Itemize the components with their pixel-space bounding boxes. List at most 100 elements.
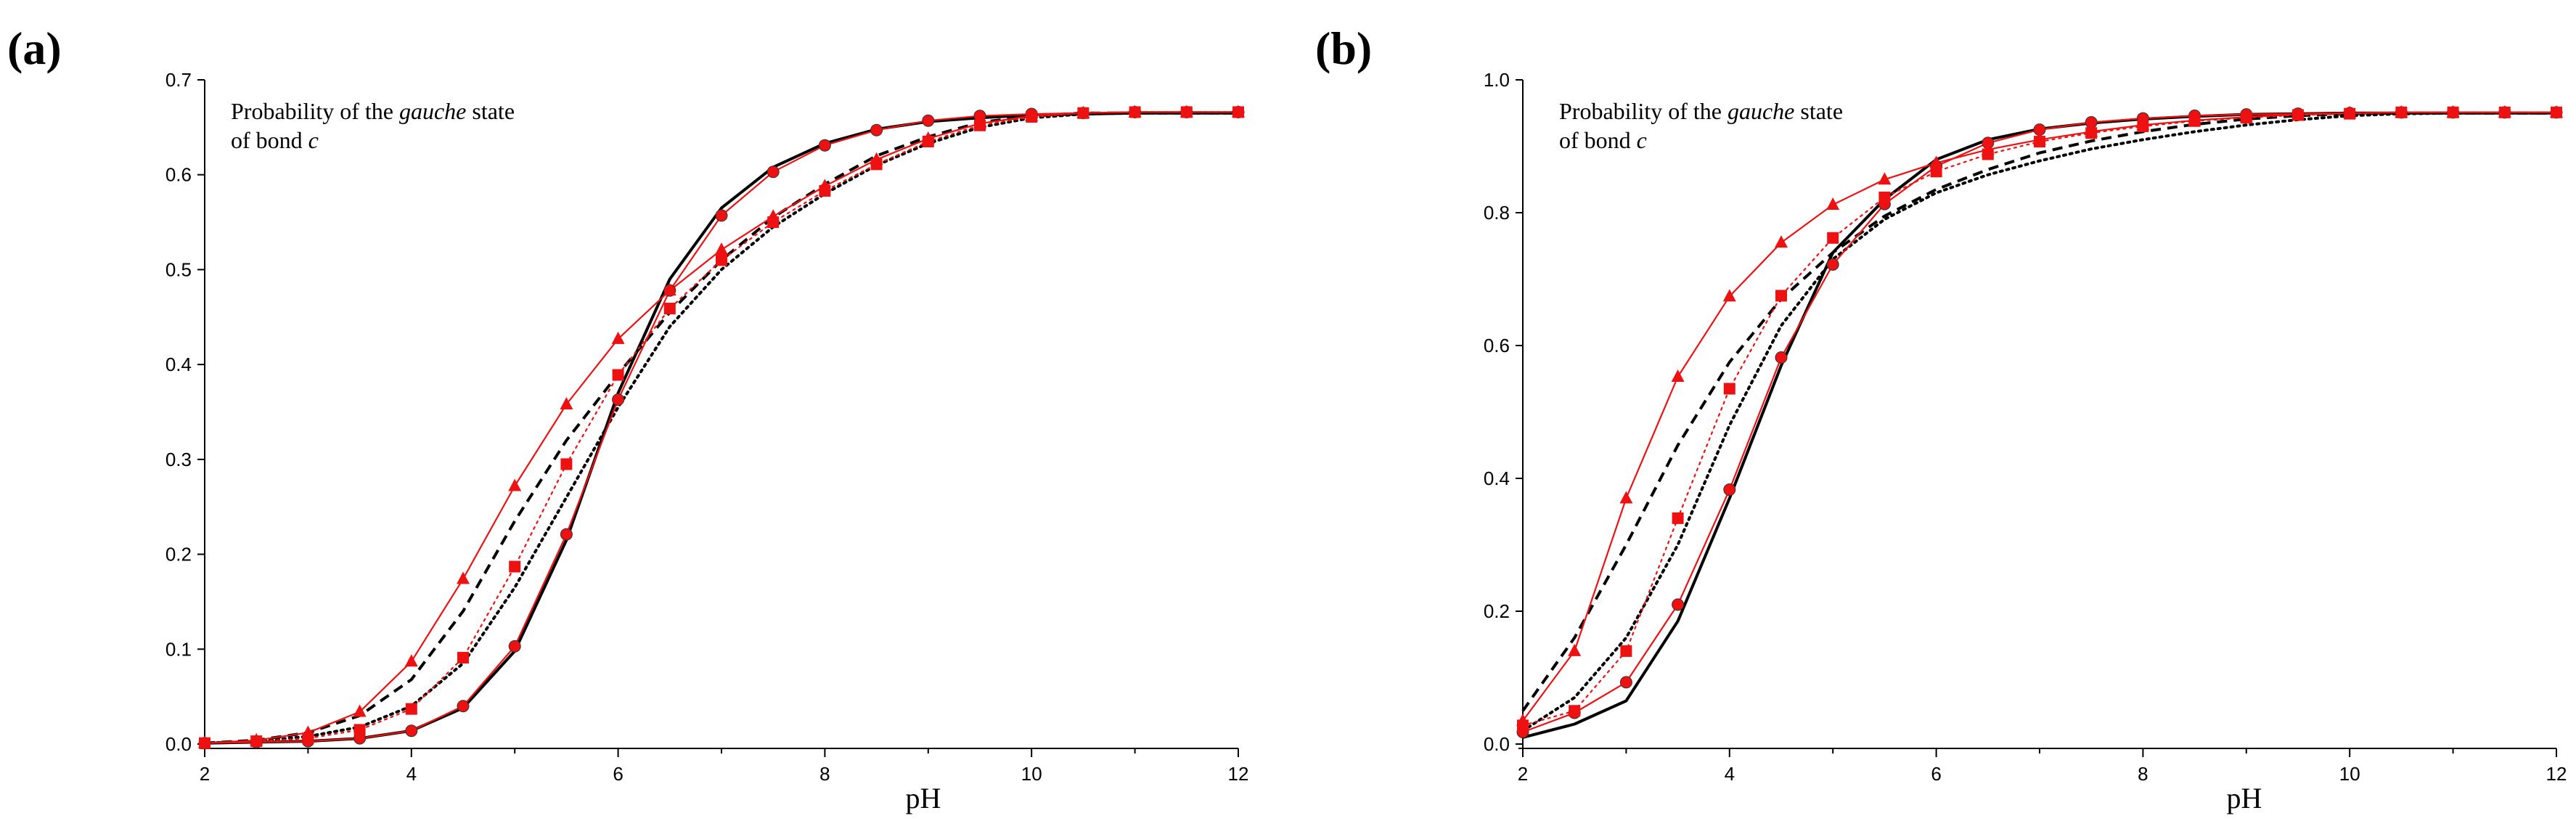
- panel-b-red-square-marker: [1723, 383, 1735, 395]
- panel-a-red-triangle-marker: [715, 242, 728, 255]
- panel-a-x-tick-label: 4: [406, 763, 417, 785]
- panel-b-red-circle-marker: [1775, 351, 1788, 364]
- panel-a-red-square-marker: [663, 303, 676, 315]
- panel-a-annotation-line-1: Probability of the gauche state: [231, 98, 515, 124]
- panel-b-red-triangle-marker: [1775, 235, 1788, 248]
- panel-b-red-triangle-marker: [1671, 369, 1685, 383]
- panel-a-red-circle-marker: [405, 724, 418, 738]
- panel-b-x-tick-label: 4: [1725, 763, 1735, 785]
- panel-b-series-red-circle: [1522, 111, 2556, 733]
- panel-a-red-triangle-marker: [663, 283, 676, 296]
- panel-b-red-square-marker: [2498, 106, 2511, 118]
- panel-b-red-square-marker: [2447, 106, 2459, 118]
- panel-a-red-square-marker: [870, 158, 883, 171]
- panel-a-red-square-marker: [302, 732, 314, 745]
- panel-a-red-triangle-marker: [353, 704, 367, 717]
- panel-b-label: (b): [1315, 23, 1372, 74]
- panel-b: (b) Probability of the gauche state of b…: [1315, 23, 2567, 814]
- panel-a-series-black-solid: [204, 111, 1238, 745]
- panel-a-x-tick-label: 10: [1021, 763, 1042, 785]
- panel-a-red-triangle-marker: [560, 397, 573, 410]
- panel-b-x-tick-label: 12: [2546, 763, 2567, 785]
- panel-a-red-square-marker: [974, 119, 986, 131]
- panel-a-red-circle-marker: [818, 139, 831, 152]
- panel-b-red-square-marker: [1982, 148, 1994, 160]
- panel-a-red-circle-marker: [715, 209, 728, 222]
- panel-a-red-triangle-marker: [508, 478, 522, 491]
- panel-a-y-tick-label: 0.0: [165, 733, 192, 755]
- panel-a-red-circle-marker: [457, 700, 470, 713]
- panel-a-red-square-marker: [457, 652, 469, 664]
- panel-b-annotation-line-1: Probability of the gauche state: [1559, 98, 1843, 124]
- panel-a-red-square-marker: [1077, 107, 1089, 119]
- panel-b-x-tick-label: 10: [2339, 763, 2360, 785]
- panel-b-annotation-line-2: of bond c: [1559, 127, 1647, 153]
- panel-b-red-square-marker: [1775, 290, 1787, 302]
- panel-b-red-square-marker: [2240, 112, 2252, 124]
- panel-b-series-red-square: [1521, 111, 2558, 727]
- panel-a-y-tick-label: 0.5: [165, 258, 192, 280]
- panel-b-y-tick-label: 0.6: [1484, 335, 1510, 356]
- panel-a-y-tick-label: 0.2: [165, 544, 192, 565]
- panel-a-red-square-marker: [1129, 106, 1141, 118]
- panel-b-x-tick-label: 8: [2138, 763, 2148, 785]
- panel-a-red-square-marker: [767, 216, 780, 229]
- panel-a-x-axis-title: pH: [906, 782, 941, 814]
- panel-b-series-black-solid: [1522, 111, 2556, 739]
- panel-a-y-tick-label: 0.1: [165, 638, 192, 660]
- panel-a-red-square-marker: [250, 735, 263, 748]
- panel-b-red-triangle-marker: [1568, 643, 1582, 656]
- panel-a-red-triangle-marker: [404, 654, 418, 667]
- panel-b-red-triangle-marker: [1826, 197, 1840, 211]
- panel-a-red-square-marker: [199, 737, 210, 749]
- panel-b-red-square-marker: [2551, 106, 2562, 118]
- panel-b-red-square-marker: [2395, 106, 2408, 118]
- panel-a-series-black-dotted: [203, 111, 1240, 745]
- panel-b-red-square-marker: [2085, 127, 2098, 139]
- panel-a-x-tick-label: 2: [200, 763, 210, 785]
- panel-b-red-square-marker: [1672, 512, 1684, 524]
- panel-a-red-square-marker: [560, 458, 573, 470]
- panel-a-red-square-marker: [612, 369, 624, 381]
- panel-b-red-triangle-marker: [1929, 155, 1943, 168]
- panel-b-red-square-marker: [2344, 107, 2356, 120]
- panel-b-red-triangle-marker: [1619, 491, 1633, 504]
- panel-b-x-tick-label: 2: [1518, 763, 1528, 785]
- panel-a-red-circle-marker: [508, 640, 521, 653]
- panel-b-red-circle-marker: [1826, 258, 1839, 271]
- panel-b-series-red-triangle: [1522, 111, 2556, 722]
- panel-b-red-square-marker: [1878, 191, 1891, 203]
- panel-b-y-tick-label: 0.4: [1484, 467, 1510, 489]
- panel-b-red-square-marker: [1827, 232, 1839, 244]
- panel-a-y-tick-label: 0.6: [165, 164, 192, 186]
- panel-a-red-square-marker: [1232, 106, 1244, 118]
- panel-a-red-circle-marker: [560, 528, 573, 541]
- panel-b-red-square-marker: [1620, 645, 1632, 657]
- panel-a-red-square-marker: [1026, 110, 1038, 123]
- panel-a-red-triangle-marker: [611, 331, 625, 344]
- panel-b-red-square-marker: [2034, 136, 2045, 148]
- panel-b-y-tick-label: 1.0: [1484, 69, 1510, 91]
- panel-b-red-triangle-marker: [1878, 172, 1892, 185]
- panel-b-red-circle-marker: [1619, 676, 1632, 689]
- panel-b-y-tick-label: 0.8: [1484, 202, 1510, 224]
- panel-a-red-triangle-marker: [457, 571, 470, 584]
- panel-a-red-square-marker: [716, 254, 727, 266]
- panel-a-red-square-marker: [922, 135, 934, 147]
- panel-a-red-square-marker: [1180, 106, 1193, 118]
- panel-b-x-axis-title: pH: [2227, 782, 2262, 814]
- panel-b-red-square-marker: [2188, 115, 2201, 127]
- panel-a-red-square-marker: [509, 560, 521, 573]
- panel-a-annotation-line-2: of bond c: [231, 127, 319, 153]
- panel-a-red-circle-marker: [870, 123, 883, 136]
- panel-a-red-square-marker: [405, 703, 417, 715]
- panel-b-y-tick-label: 0.0: [1484, 733, 1510, 755]
- panel-a-x-tick-label: 8: [819, 763, 830, 785]
- panel-a-x-tick-label: 6: [613, 763, 623, 785]
- panel-a: (a) Probability of the gauche state of b…: [7, 23, 1248, 814]
- panel-b-y-tick-label: 0.2: [1484, 600, 1510, 622]
- panel-b-red-circle-marker: [1723, 483, 1736, 497]
- panel-a-red-square-marker: [353, 724, 366, 736]
- panel-a-red-circle-marker: [612, 393, 625, 407]
